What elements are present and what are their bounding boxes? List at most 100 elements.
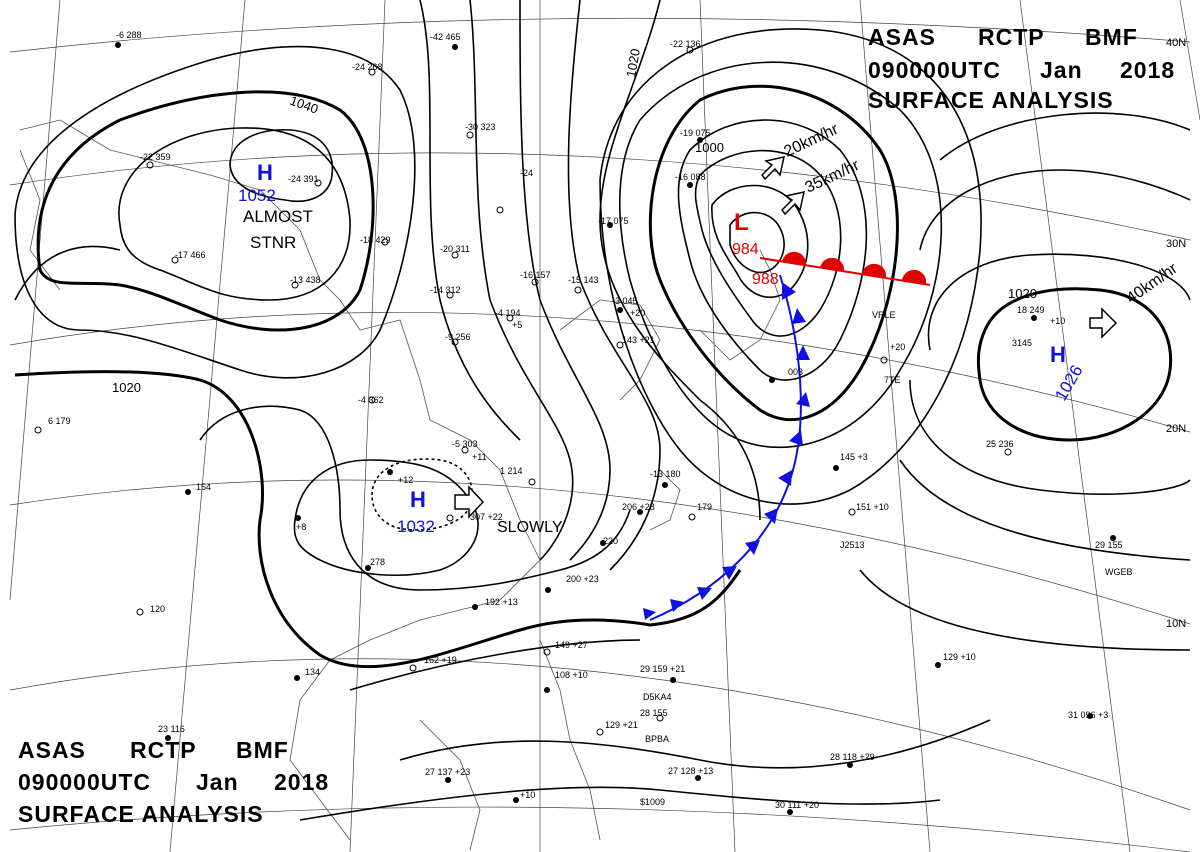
low-value: 984 [732,241,759,258]
header-bottom-code-1: ASAS [18,737,86,763]
station-label: 206 +28 [622,502,655,512]
arrow-slowly-icon [454,485,485,519]
station-marker [136,608,144,616]
station-marker [34,426,42,434]
motion-label: SLOWLY [497,519,563,536]
station-label: 108 +10 [555,670,588,680]
lat-label-10n: 10N [1166,618,1186,630]
header-top: ASAS RCTP BMF 090000UTC Jan 2018 SURFACE… [868,24,1174,113]
station-label: 120 [150,604,165,614]
station-label: BPBA [645,734,669,744]
station-label: 30 111 +20 [775,800,819,810]
isobar-label: 1020 [1008,286,1037,301]
station-label: 3145 [1012,338,1032,348]
station-marker [617,307,623,313]
header-top-code-1: ASAS [868,24,936,50]
station-marker [833,465,839,471]
station-marker [545,587,551,593]
station-label: 278 [370,557,385,567]
header-top-month: Jan [1040,57,1083,83]
station-label: -19 075 [680,128,711,138]
station-marker [446,514,454,522]
station-label: -17 075 [598,216,629,226]
header-top-time: 090000UTC [868,57,1001,83]
station-label: 28 118 +29 [830,752,875,762]
isobars [14,0,1191,821]
arrow-35kmhr-icon [781,191,805,216]
station-marker [314,179,322,187]
station-label: 200 +23 [566,574,599,584]
station-marker [368,68,376,76]
station-label: -15 143 [568,275,599,285]
station-label: WGEB [1105,567,1133,577]
station-marker [496,206,504,214]
station-label: -20 311 [440,244,470,254]
header-bottom: ASAS RCTP BMF 090000UTC Jan 2018 SURFACE… [18,737,328,827]
station-marker [506,314,514,322]
station-marker [637,509,643,515]
station-label: +11 [472,452,487,462]
high-symbol: H [410,487,426,512]
motion-arrows [454,156,1118,519]
station-label: 143 +21 [622,335,655,345]
station-marker [1087,713,1093,719]
station-marker [528,478,536,486]
station-marker [686,46,694,54]
station-label: 154 [196,482,211,492]
header-bottom-code-2: RCTP [130,737,197,763]
arrow-40kmhr-icon [1089,307,1118,339]
high-value: 1032 [397,517,435,536]
station-label: +20 [890,342,905,352]
header-bottom-time: 090000UTC [18,769,151,795]
lat-label-40n: 40N [1166,37,1186,49]
station-label: 134 [305,667,320,677]
station-marker [446,291,454,299]
station-label: 149 +27 [555,640,588,650]
latitude-labels: 40N 30N 20N 10N [1166,37,1186,630]
isobar-label: 1020 [623,47,643,78]
station-label: -9 256 [445,332,471,342]
station-marker [387,469,393,475]
station-marker [847,762,853,768]
station-marker [543,648,551,656]
station-marker [544,687,550,693]
station-label: -18 429 [360,235,391,245]
lat-label-30n: 30N [1166,238,1186,250]
station-label: -4 362 [358,395,384,405]
graticule [9,0,1200,852]
station-label: 27 137 +23 [425,767,470,777]
isobar-label: 1020 [112,380,141,395]
system-note: ALMOST [243,207,313,226]
station-label: -16 157 [520,270,551,280]
station-label: -14 312 [430,285,461,295]
station-label: -16 088 [675,172,706,182]
station-label: -24 391 [288,174,319,184]
station-label: -22 359 [140,152,171,162]
station-label: -5 303 [452,439,478,449]
header-top-code-3: BMF [1085,24,1138,50]
station-marker [787,809,793,815]
station-marker [662,482,668,488]
header-bottom-code-3: BMF [236,737,289,763]
high-symbol: H [257,160,273,185]
station-marker [452,44,458,50]
station-label: 1 214 [500,466,523,476]
station-label: -24 [520,168,533,178]
station-label: -17 466 [175,250,206,260]
cold-front [643,274,810,621]
station-marker [935,662,941,668]
station-marker [600,540,606,546]
station-label: +10 [520,790,535,800]
high-symbol: H [1050,342,1066,367]
station-marker [880,356,888,364]
isobar-label: 1000 [695,140,724,155]
station-label: 29 155 [1095,540,1123,550]
station-marker [461,446,469,454]
station-marker [365,565,371,571]
station-marker [445,777,451,783]
lat-label-20n: 20N [1166,423,1186,435]
station-label: -4 194 [495,308,521,318]
station-marker [451,338,459,346]
station-marker [171,256,179,264]
